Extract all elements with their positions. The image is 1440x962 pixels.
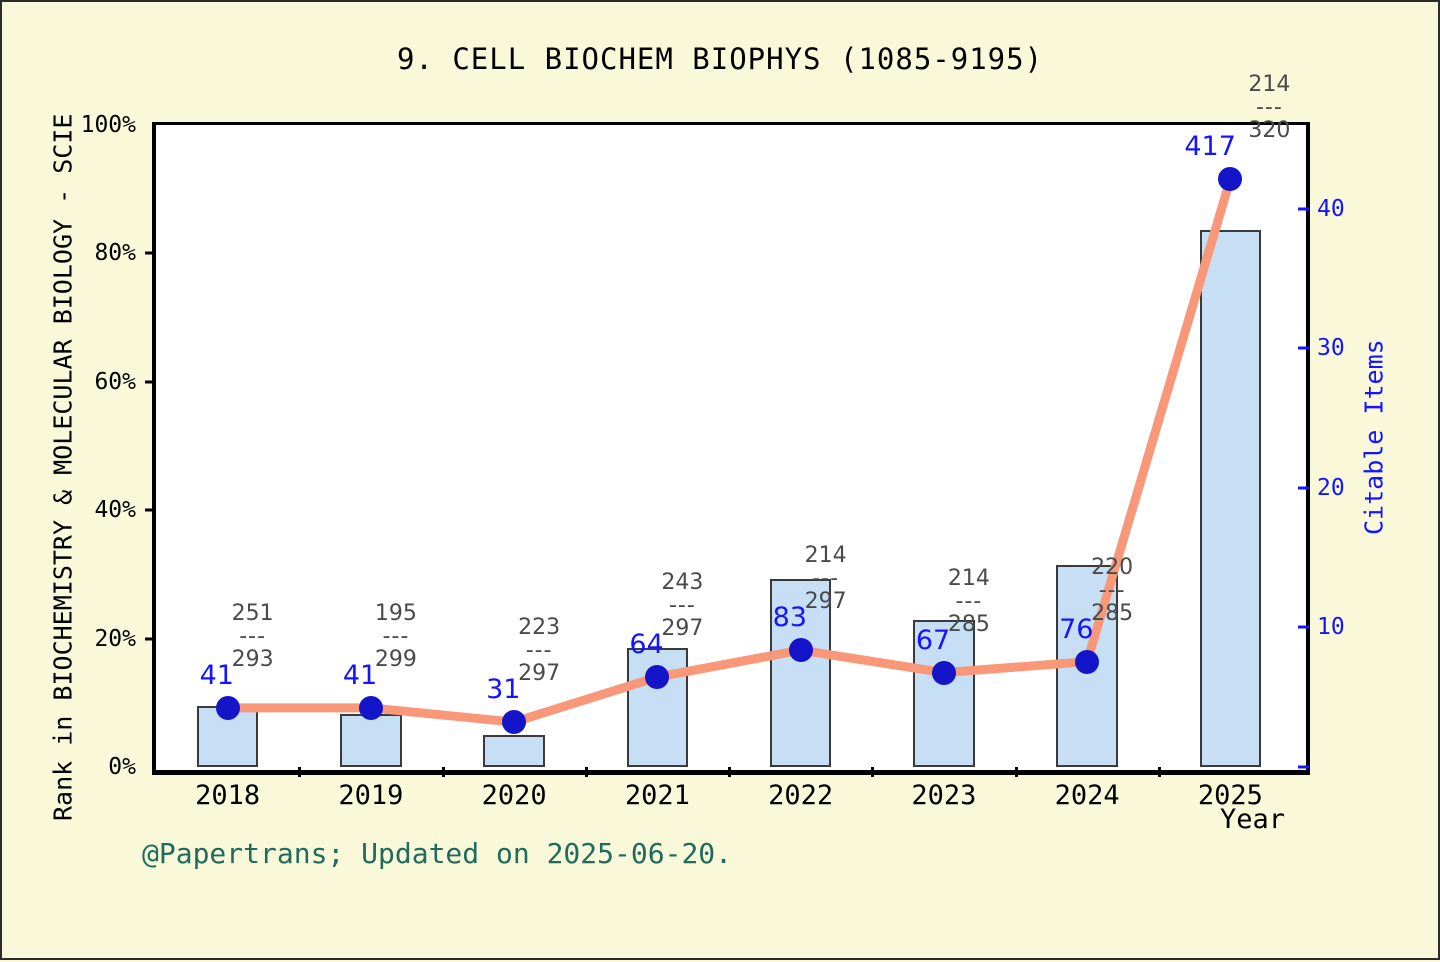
y-axis-right-tick-mark <box>1298 486 1309 490</box>
x-axis-tick-mark <box>871 767 875 777</box>
fraction-label-2025: 214 --- 320 <box>1248 73 1290 142</box>
rank-label-2022: 83 <box>772 602 807 634</box>
x-axis-tick-label: 2019 <box>338 780 404 811</box>
y-axis-left-title: Rank in BIOCHEMISTRY & MOLECULAR BIOLOGY… <box>48 113 78 821</box>
fraction-divider: --- <box>812 566 840 592</box>
data-point-2022 <box>788 638 813 663</box>
x-axis-tick-mark <box>728 767 731 777</box>
x-axis-tick-label: 2020 <box>481 780 547 811</box>
rank-label-2018: 41 <box>199 659 234 691</box>
x-axis-tick-label: 2021 <box>624 780 690 811</box>
fraction-label-2023: 214 --- 285 <box>948 567 990 636</box>
page-title: 9. CELL BIOCHEM BIOPHYS (1085-9195) <box>396 42 1044 76</box>
y-axis-right-tick-label: 40 <box>1317 195 1345 222</box>
y-axis-left-tick-label: 20% <box>94 625 136 652</box>
fraction-divider: --- <box>1098 577 1126 603</box>
fraction-denominator: 285 <box>947 611 990 637</box>
rank-label-2021: 64 <box>629 629 664 661</box>
x-axis-tick-label: 2023 <box>911 780 977 811</box>
fraction-numerator: 195 <box>374 600 417 626</box>
y-axis-right-tick-mark <box>1298 346 1309 350</box>
fraction-label-2019: 195 --- 299 <box>375 602 417 671</box>
fraction-denominator: 297 <box>518 661 561 687</box>
rank-label-2020: 31 <box>486 674 521 706</box>
y-axis-left-tick-mark <box>145 508 156 512</box>
y-axis-left-tick-label: 100% <box>80 112 136 138</box>
fraction-divider: --- <box>239 624 267 650</box>
data-point-2023 <box>931 660 956 685</box>
plot-inner <box>156 125 1306 770</box>
data-point-2020 <box>502 710 527 735</box>
y-axis-right-tick-label: 30 <box>1317 335 1345 362</box>
x-axis-tick-mark <box>1157 767 1161 777</box>
fraction-denominator: 293 <box>231 647 274 673</box>
fraction-divider: --- <box>955 588 983 614</box>
rank-label-2025: 417 <box>1184 130 1236 162</box>
fraction-numerator: 214 <box>804 543 847 569</box>
bar-2020 <box>483 734 545 767</box>
x-axis-tick-mark <box>441 767 445 777</box>
y-axis-left-tick-mark <box>145 251 156 255</box>
bar-2019 <box>340 713 402 767</box>
fraction-label-2018: 251 --- 293 <box>232 602 274 671</box>
y-axis-left-tick-label: 80% <box>94 240 136 267</box>
y-axis-left-tick-label: 60% <box>94 368 136 395</box>
y-axis-left-tick-label: 0% <box>108 754 136 780</box>
y-axis-right-title: Citable Items <box>1359 339 1389 535</box>
plot-area <box>152 122 1310 775</box>
rank-label-2019: 41 <box>342 659 378 691</box>
rank-label-2024: 76 <box>1059 613 1094 645</box>
fraction-denominator: 297 <box>661 616 704 642</box>
fraction-numerator: 214 <box>1248 71 1291 97</box>
fraction-divider: --- <box>668 593 696 619</box>
fraction-numerator: 220 <box>1091 554 1134 580</box>
fraction-denominator: 299 <box>374 647 417 673</box>
fraction-numerator: 223 <box>518 615 561 641</box>
x-axis-tick-mark <box>1014 767 1018 777</box>
fraction-label-2020: 223 --- 297 <box>518 616 560 685</box>
y-axis-right-tick-label: 20 <box>1317 474 1345 501</box>
data-point-2021 <box>645 665 670 690</box>
data-point-2019 <box>358 695 383 720</box>
y-axis-right-tick-mark <box>1298 207 1309 211</box>
rank-label-2023: 67 <box>915 624 951 656</box>
x-axis-tick-mark <box>584 767 588 777</box>
y-axis-left-tick-mark <box>145 380 156 384</box>
x-axis-tick-label: 2024 <box>1054 780 1120 811</box>
fraction-label-2024: 220 --- 285 <box>1091 556 1133 625</box>
data-point-2025 <box>1218 166 1243 191</box>
fraction-numerator: 251 <box>231 600 274 626</box>
fraction-divider: --- <box>1255 95 1283 121</box>
fraction-label-2021: 243 --- 297 <box>661 571 703 640</box>
footer-note: @Papertrans; Updated on 2025-06-20. <box>142 837 733 870</box>
y-axis-left-tick-label: 40% <box>94 497 136 524</box>
fraction-divider: --- <box>382 624 410 650</box>
x-axis-tick-label: 2022 <box>768 780 834 811</box>
x-axis-tick-label: 2025 <box>1197 780 1263 811</box>
fraction-numerator: 214 <box>947 565 990 591</box>
y-axis-right-tick-mark <box>1298 765 1309 769</box>
fraction-denominator: 285 <box>1091 600 1134 626</box>
y-axis-right-tick-label: 10 <box>1317 614 1345 641</box>
x-axis-tick-label: 2018 <box>195 780 261 811</box>
x-axis-tick-mark <box>298 767 302 777</box>
x-axis-title: Year <box>1220 804 1286 835</box>
bar-2025 <box>1199 229 1262 767</box>
y-axis-left-tick-mark <box>145 637 156 641</box>
data-point-2024 <box>1075 649 1100 674</box>
fraction-denominator: 320 <box>1248 118 1291 144</box>
data-point-2018 <box>215 695 240 720</box>
fraction-divider: --- <box>525 638 553 664</box>
y-axis-right-tick-mark <box>1298 625 1309 629</box>
fraction-label-2022: 214 --- 297 <box>805 544 847 613</box>
fraction-numerator: 243 <box>661 570 704 596</box>
fraction-denominator: 297 <box>804 589 847 615</box>
